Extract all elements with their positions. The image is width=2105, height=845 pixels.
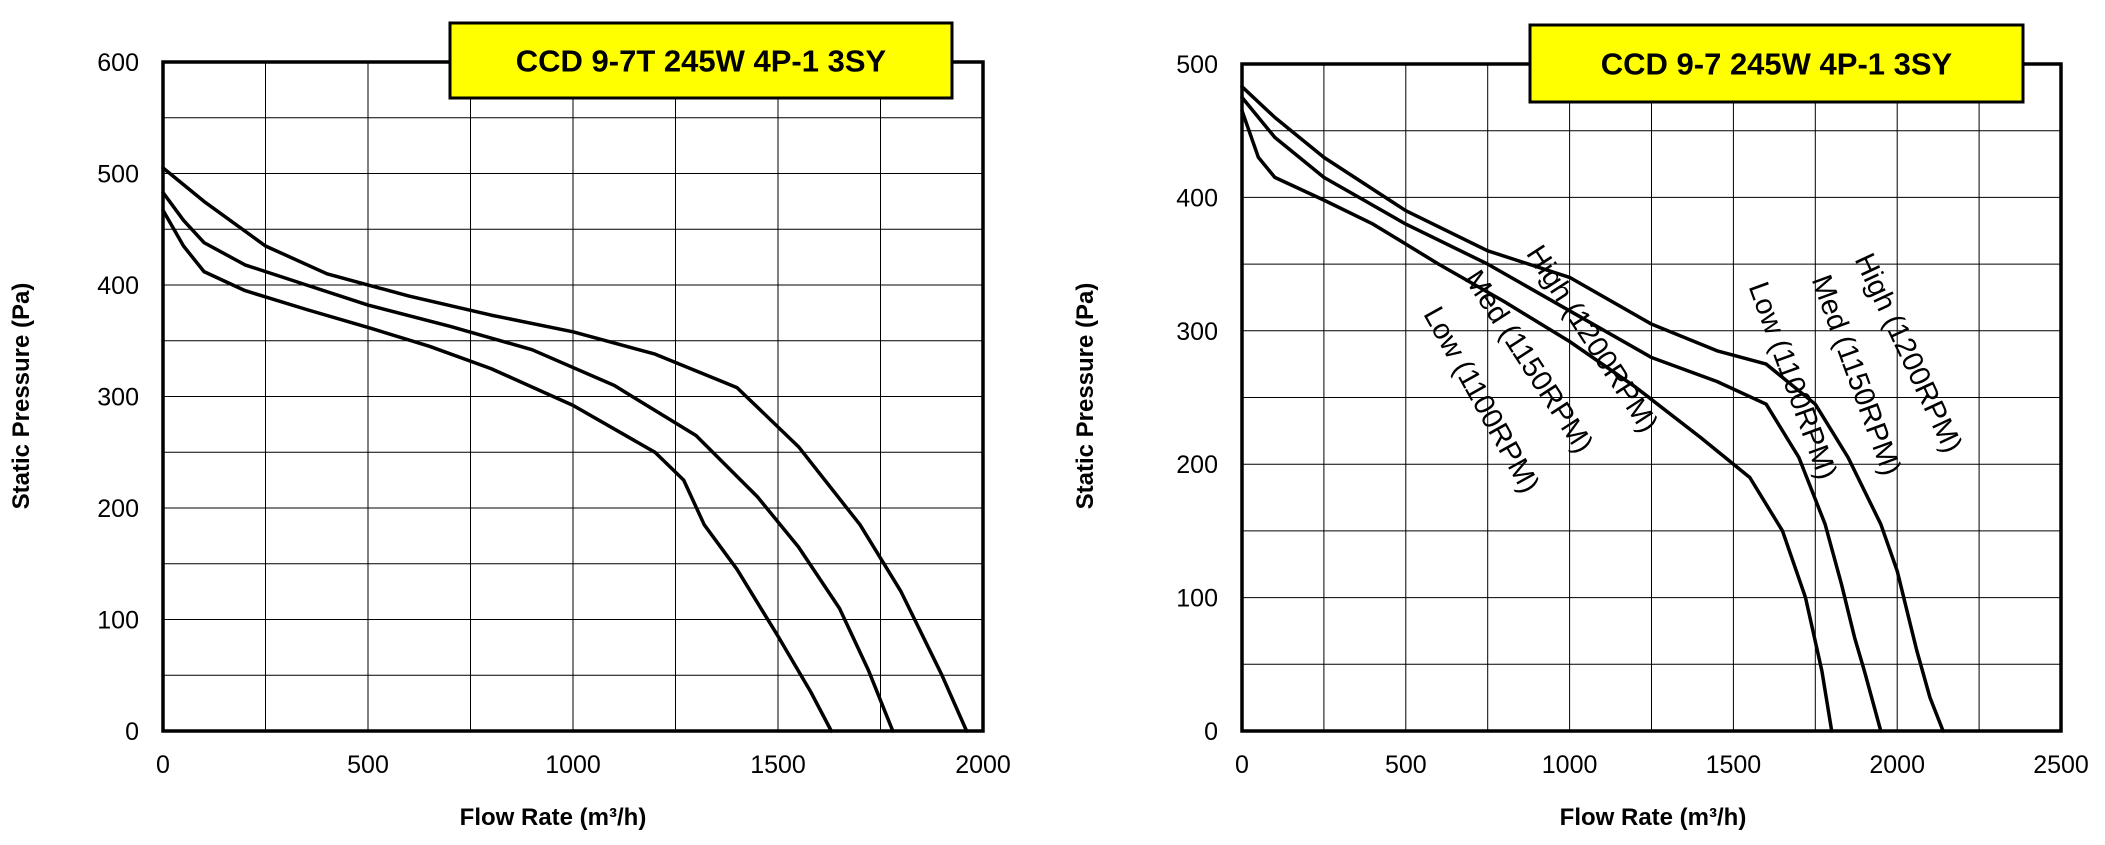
x-tick-label: 0 [1235, 751, 1249, 779]
series-line [161, 166, 969, 733]
x-tick-label: 1500 [1706, 751, 1762, 779]
chart-title: CCD 9-7T 245W 4P-1 3SY [516, 44, 887, 79]
tick-labels: 0 500 1000 1500 2000 0 100 200 300 400 500 600 [97, 49, 1011, 779]
tick-labels: 0 500 1000 1500 2000 2500 0 100 200 300 400 500 [1176, 51, 2089, 779]
series-line [1240, 95, 1883, 733]
x-tick-label: 2000 [955, 751, 1011, 779]
y-tick-label: 100 [97, 607, 139, 635]
y-tick-label: 200 [97, 495, 139, 523]
x-tick-label: 0 [156, 751, 170, 779]
y-axis-title: Static Pressure (Pa) [8, 283, 35, 510]
x-tick-label: 1500 [750, 751, 806, 779]
chart-title: CCD 9-7 245W 4P-1 3SY [1601, 47, 1953, 82]
x-tick-label: 2000 [1869, 751, 1925, 779]
y-tick-label: 200 [1176, 451, 1218, 479]
series-line [161, 190, 895, 733]
title-box-background [1528, 23, 2025, 104]
y-tick-label: 100 [1176, 585, 1218, 613]
title-box: CCD 9-7 245W 4P-1 3SY [1528, 23, 2025, 104]
y-tick-label: 600 [97, 49, 139, 77]
x-tick-label: 500 [1385, 751, 1427, 779]
y-tick-label: 0 [1204, 718, 1218, 746]
y-tick-label: 400 [97, 272, 139, 300]
y-tick-label: 500 [1176, 51, 1218, 79]
title-box-background [448, 21, 954, 100]
y-tick-label: 0 [125, 718, 139, 746]
y-axis-title: Static Pressure (Pa) [1072, 283, 1099, 510]
series-line [1240, 84, 1945, 733]
y-tick-label: 300 [1176, 318, 1218, 346]
series-lines [161, 166, 969, 733]
series-line [1240, 108, 1834, 733]
x-axis-title: Flow Rate (m³/h) [460, 804, 647, 831]
y-tick-label: 300 [97, 384, 139, 412]
y-tick-label: 400 [1176, 184, 1218, 212]
x-tick-label: 2500 [2033, 751, 2089, 779]
x-axis-title: Flow Rate (m³/h) [1560, 804, 1747, 831]
series-lines [1240, 84, 1945, 733]
y-tick-label: 500 [97, 161, 139, 189]
x-tick-label: 1000 [1542, 751, 1598, 779]
x-tick-label: 500 [347, 751, 389, 779]
plot-grid [162, 61, 984, 732]
series-line [161, 208, 834, 733]
title-box: CCD 9-7T 245W 4P-1 3SY [448, 21, 954, 100]
x-tick-label: 1000 [545, 751, 601, 779]
